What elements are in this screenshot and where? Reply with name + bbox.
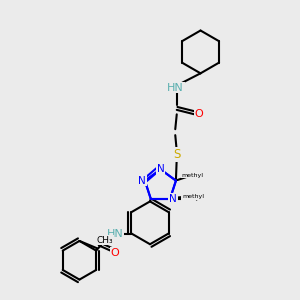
Text: methyl: methyl xyxy=(181,196,200,201)
Text: HN: HN xyxy=(107,229,124,238)
Text: methyl: methyl xyxy=(183,194,205,199)
Text: N: N xyxy=(169,194,177,204)
Text: N: N xyxy=(138,176,146,186)
Text: N: N xyxy=(157,164,164,174)
Text: N: N xyxy=(169,194,176,204)
Text: N: N xyxy=(139,176,146,186)
Text: HN: HN xyxy=(167,82,184,93)
Text: O: O xyxy=(111,248,119,258)
Text: O: O xyxy=(195,109,203,119)
Text: CH₃: CH₃ xyxy=(97,236,113,245)
Text: methyl: methyl xyxy=(181,173,203,178)
Text: S: S xyxy=(173,148,180,161)
Text: N: N xyxy=(157,164,164,174)
